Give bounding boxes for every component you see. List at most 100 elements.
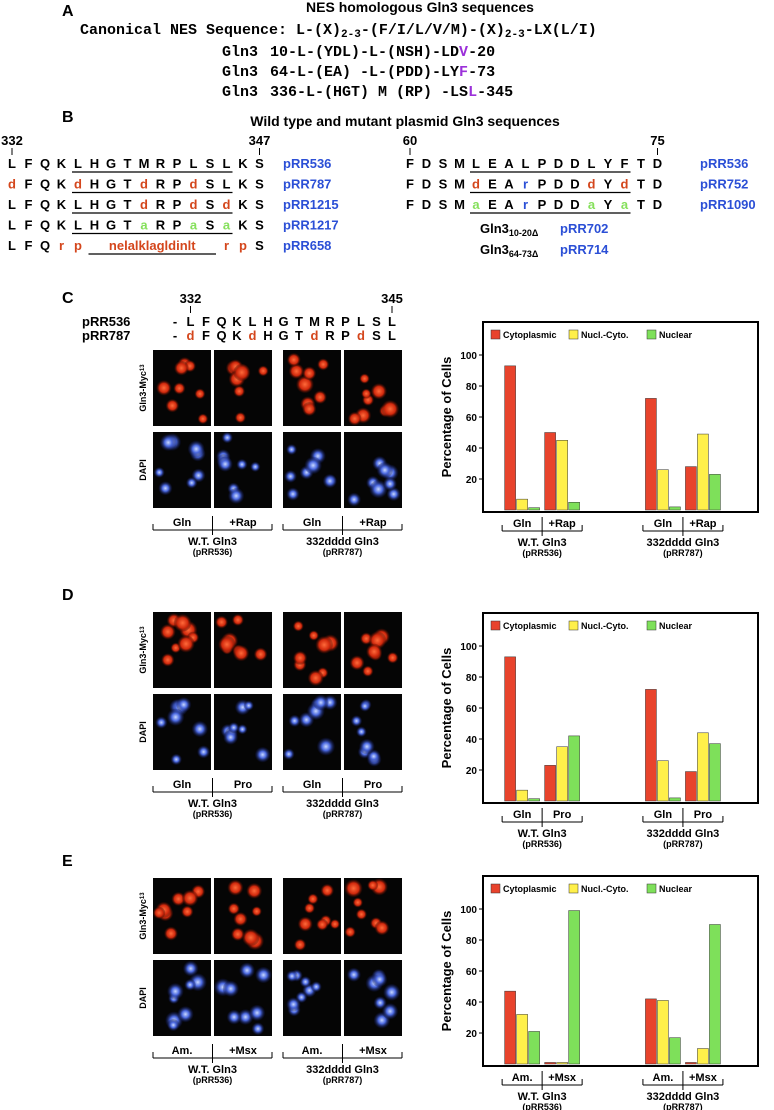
bar	[657, 469, 669, 511]
residue: H	[90, 218, 99, 233]
residue: d	[187, 328, 195, 343]
residue: L	[223, 177, 231, 192]
residue: H	[90, 156, 99, 171]
panel-title: NES homologous Gln3 sequences	[306, 0, 534, 15]
residue: G	[278, 314, 288, 329]
bar	[568, 735, 580, 802]
cell	[161, 653, 175, 667]
residue: d	[588, 177, 596, 192]
residue: -	[173, 314, 177, 329]
cell	[297, 916, 313, 932]
nes-part: -LX(L/I)	[525, 22, 597, 39]
cell	[160, 624, 176, 640]
bar	[556, 440, 568, 511]
residue: F	[406, 197, 414, 212]
residue: T	[124, 156, 132, 171]
residue: L	[357, 314, 365, 329]
residue: d	[472, 177, 480, 192]
residue: K	[238, 218, 248, 233]
bar	[504, 656, 516, 802]
residue: d	[190, 177, 198, 192]
condition-label: Gln	[173, 517, 192, 529]
residue: Y	[604, 177, 613, 192]
bar	[516, 498, 528, 511]
nes-motif: 64-L-(EA) -L-(PDD)-LY	[270, 64, 459, 81]
legend-swatch	[490, 620, 501, 631]
residue: K	[57, 197, 67, 212]
condition-label: +Rap	[229, 517, 256, 529]
cell	[349, 655, 365, 671]
residue: M	[454, 156, 465, 171]
residue: S	[439, 197, 448, 212]
cell	[316, 737, 335, 756]
group-plasmid: (pRR536)	[522, 548, 562, 558]
bar	[544, 1062, 556, 1065]
cell	[233, 912, 248, 927]
legend-label: Cytoplasmic	[503, 621, 557, 631]
cell	[215, 615, 228, 629]
residue: F	[406, 177, 414, 192]
cell	[246, 883, 263, 899]
position-number: 60	[403, 133, 417, 148]
residue: d	[311, 328, 319, 343]
cell	[284, 470, 297, 483]
cell	[359, 738, 375, 755]
stain-sup: 13	[140, 626, 146, 633]
group-label: 332dddd Gln3	[647, 828, 720, 840]
cell	[302, 402, 317, 416]
legend-swatch	[646, 329, 657, 340]
condition-label: Am.	[302, 1045, 323, 1057]
group-label: W.T. Gln3	[518, 828, 567, 840]
residue: E	[488, 156, 497, 171]
y-tick-label: 60	[466, 967, 478, 978]
residue: Q	[216, 314, 226, 329]
stain-name: Gln3-Myc	[138, 371, 148, 412]
residue: G	[106, 218, 116, 233]
cell	[356, 726, 367, 738]
cell	[228, 487, 245, 504]
legend-swatch	[646, 620, 657, 631]
cell	[381, 400, 400, 418]
bar	[685, 771, 697, 802]
bar	[516, 1014, 528, 1065]
residue: a	[472, 197, 480, 212]
group-plasmid: (pRR536)	[522, 839, 562, 849]
legend-swatch	[568, 883, 579, 894]
cell	[167, 708, 185, 726]
legend-label: Cytoplasmic	[503, 884, 557, 894]
deletion-range: 64-73Δ	[509, 249, 539, 259]
stain-label: Gln3-Myc13	[138, 892, 148, 940]
stain-label: Gln3-Myc13	[138, 626, 148, 674]
residue: E	[488, 177, 497, 192]
y-tick-label: 80	[466, 673, 478, 684]
stain-sup: 13	[140, 892, 146, 899]
residue: Q	[40, 156, 50, 171]
group-label: 332dddd Gln3	[306, 536, 379, 548]
cell	[374, 920, 390, 936]
cell	[250, 461, 261, 472]
deletion-name: Gln364-73Δ	[480, 242, 539, 259]
condition-label: Gln	[654, 809, 673, 821]
residue: M	[139, 156, 150, 171]
cell	[313, 694, 329, 711]
residue: T	[637, 197, 645, 212]
cell	[329, 919, 340, 930]
residue: F	[406, 156, 414, 171]
cell	[316, 918, 329, 931]
cell	[236, 459, 248, 470]
cell	[287, 352, 301, 367]
nes-row: Gln3 10-L-(YDL)-L-(NSH)-LDV-20	[222, 44, 495, 61]
bar	[709, 474, 721, 511]
residue: Y	[604, 197, 613, 212]
bar	[685, 466, 697, 511]
residue: D	[653, 156, 662, 171]
cell	[315, 636, 334, 654]
residue: Q	[40, 177, 50, 192]
residue: r	[224, 238, 229, 253]
y-tick-label: 80	[466, 382, 478, 393]
residue: nelalklagldinlt	[109, 238, 196, 253]
group-plasmid: (pRR787)	[323, 1075, 363, 1085]
cell	[255, 966, 272, 984]
condition-label: +Msx	[689, 1072, 718, 1084]
